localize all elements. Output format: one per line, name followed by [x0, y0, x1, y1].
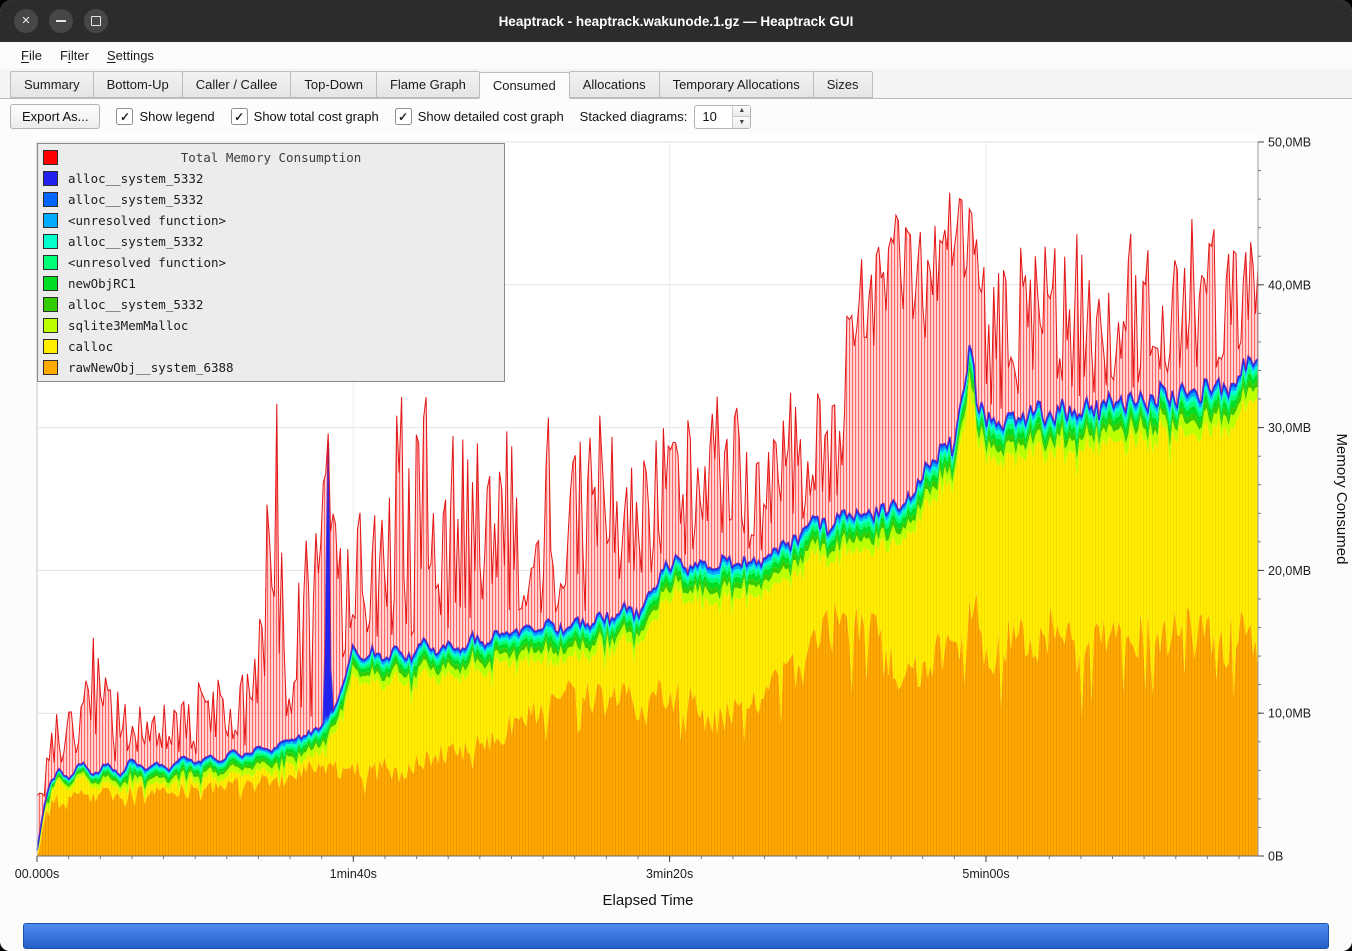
toolbar: Export As... ✓ Show legend ✓ Show total cos…	[0, 99, 1352, 134]
export-as-button[interactable]: Export As...	[10, 104, 101, 129]
stacked-diagrams-spinbox[interactable]: 10 ▲ ▼	[694, 104, 752, 129]
tab-sizes[interactable]: Sizes	[812, 71, 873, 98]
close-button[interactable]: ✕	[14, 9, 38, 33]
legend-swatch	[43, 360, 58, 375]
legend-item: <unresolved function>	[43, 210, 499, 231]
legend-item: <unresolved function>	[43, 252, 499, 273]
legend-swatch	[43, 192, 58, 207]
legend-label: rawNewObj__system_6388	[68, 360, 234, 375]
legend-swatch	[43, 297, 58, 312]
x-tick-label: 1min40s	[330, 867, 377, 881]
legend-swatch	[43, 339, 58, 354]
tab-bottom-up[interactable]: Bottom-Up	[92, 71, 183, 98]
window-title: Heaptrack - heaptrack.wakunode.1.gz — He…	[498, 13, 854, 29]
chart-legend: Total Memory Consumption alloc__system_53…	[37, 143, 505, 382]
legend-title: Total Memory Consumption	[180, 150, 362, 165]
tab-caller-callee[interactable]: Caller / Callee	[181, 71, 292, 98]
checkbox-label: Show legend	[139, 109, 215, 124]
y-axis-title: Memory Consumed	[1333, 434, 1350, 565]
menu-file[interactable]: File	[21, 48, 42, 63]
total-consumption-line	[36, 192, 1259, 798]
close-icon: ✕	[21, 14, 31, 27]
legend-label: alloc__system_5332	[68, 171, 204, 186]
y-tick-label: 20,0MB	[1268, 564, 1311, 578]
menu-settings[interactable]: Settings	[106, 48, 154, 63]
legend-label: <unresolved function>	[68, 255, 227, 270]
series-band-area	[37, 348, 1258, 851]
legend-label: calloc	[68, 339, 114, 354]
checkbox-label: Show detailed cost graph	[417, 109, 564, 124]
y-tick-label: 0B	[1268, 850, 1283, 864]
legend-swatch	[43, 255, 58, 270]
total-consumption-area	[37, 192, 1258, 851]
tab-summary[interactable]: Summary	[10, 71, 94, 98]
y-tick-label: 40,0MB	[1268, 278, 1311, 292]
menubar: File Filter Settings	[0, 42, 1352, 69]
y-tick-label: 30,0MB	[1268, 421, 1311, 435]
legend-item: alloc__system_5332	[43, 294, 499, 315]
legend-item: alloc__system_5332	[43, 189, 499, 210]
chart-area: 00.000s 1min40s 3min20s 5min00s 0B 10,0MB 20,0…	[0, 134, 1352, 920]
legend-title-row: Total Memory Consumption	[43, 147, 499, 168]
legend-item: sqlite3MemMalloc	[43, 315, 499, 336]
legend-swatch	[43, 150, 58, 165]
legend-label: sqlite3MemMalloc	[68, 318, 189, 333]
legend-label: <unresolved function>	[68, 213, 227, 228]
statusbar	[0, 920, 1352, 951]
stacked-diagrams-label: Stacked diagrams:	[579, 109, 688, 124]
minimize-icon	[56, 20, 66, 22]
legend-item: newObjRC1	[43, 273, 499, 294]
minimize-button[interactable]	[49, 9, 73, 33]
legend-label: alloc__system_5332	[68, 297, 204, 312]
bottom-progress-bar	[23, 922, 1329, 949]
legend-swatch	[43, 318, 58, 333]
x-axis-title: Elapsed Time	[603, 892, 694, 909]
checkbox-label: Show total cost graph	[253, 109, 379, 124]
checkbox-icon[interactable]: ✓	[394, 108, 412, 125]
spinbox-buttons: ▲ ▼	[732, 105, 751, 128]
legend-swatch	[43, 171, 58, 186]
legend-item: rawNewObj__system_6388	[43, 357, 499, 378]
checkbox-icon[interactable]: ✓	[230, 108, 248, 125]
toolbar-checkboxes: ✓ Show legend ✓ Show total cost graph ✓ Show …	[116, 108, 564, 125]
tab-top-down[interactable]: Top-Down	[290, 71, 377, 98]
x-tick-label: 5min00s	[962, 867, 1009, 881]
legend-item: alloc__system_5332	[43, 168, 499, 189]
legend-item: calloc	[43, 336, 499, 357]
spinbox-value: 10	[702, 109, 717, 124]
legend-swatch	[43, 234, 58, 249]
y-tick-label: 10,0MB	[1268, 707, 1311, 721]
titlebar: ✕ Heaptrack - heaptrack.wakunode.1.gz — …	[0, 0, 1352, 42]
y-tick-label: 50,0MB	[1268, 136, 1311, 150]
maximize-icon	[91, 16, 101, 26]
series-band-area	[37, 351, 1258, 851]
x-tick-label: 00.000s	[15, 867, 59, 881]
checkbox-show-total-cost-graph[interactable]: ✓ Show total cost graph	[230, 108, 379, 125]
checkbox-show-legend[interactable]: ✓ Show legend	[116, 108, 215, 125]
legend-label: newObjRC1	[68, 276, 136, 291]
spin-up-button[interactable]: ▲	[733, 105, 751, 116]
legend-swatch	[43, 213, 58, 228]
legend-label: alloc__system_5332	[68, 234, 204, 249]
menu-filter[interactable]: Filter	[59, 48, 89, 63]
window-controls: ✕	[14, 9, 108, 33]
tab-allocations[interactable]: Allocations	[568, 71, 660, 98]
tab-consumed[interactable]: Consumed	[478, 72, 570, 99]
tab-temporary-allocations[interactable]: Temporary Allocations	[658, 71, 814, 98]
legend-label: alloc__system_5332	[68, 192, 204, 207]
spin-down-button[interactable]: ▼	[733, 116, 751, 128]
tab-flame-graph[interactable]: Flame Graph	[375, 71, 480, 98]
legend-item: alloc__system_5332	[43, 231, 499, 252]
x-tick-label: 3min20s	[646, 867, 693, 881]
checkbox-show-detailed-cost-graph[interactable]: ✓ Show detailed cost graph	[394, 108, 564, 125]
memory-consumption-chart[interactable]: 00.000s 1min40s 3min20s 5min00s 0B 10,0MB 20,0…	[0, 134, 1352, 920]
tabbar: Summary Bottom-Up Caller / Callee Top-Down F…	[0, 69, 1352, 99]
stacked-diagrams-control: Stacked diagrams: 10 ▲ ▼	[579, 104, 752, 129]
checkbox-icon[interactable]: ✓	[116, 108, 134, 125]
legend-swatch	[43, 276, 58, 291]
maximize-button[interactable]	[84, 9, 108, 33]
